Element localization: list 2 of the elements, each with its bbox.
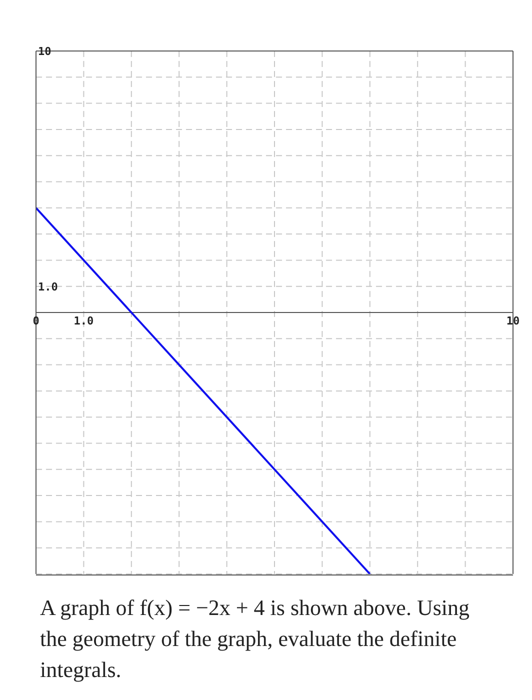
x-tick-label: 1.0 bbox=[74, 314, 94, 328]
text: A graph of f(x) = −2x + 4 is shown above. Using the geometry of the graph, evaluate the definite integrals. bbox=[39, 594, 471, 684]
